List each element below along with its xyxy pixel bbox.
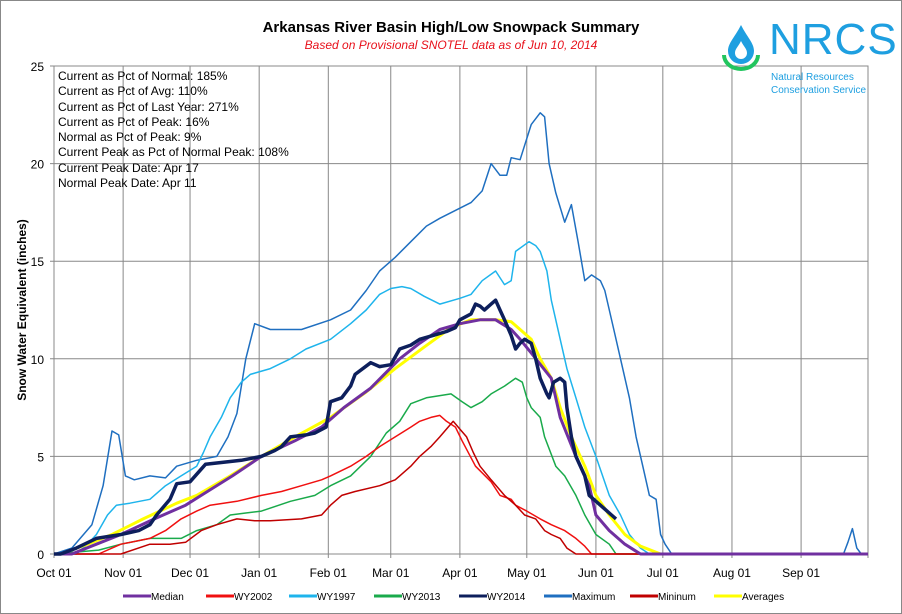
x-tick-label: Sep 01 [782, 566, 820, 580]
legend-label: WY2014 [487, 592, 526, 603]
series-line-wy1997 [54, 240, 868, 555]
stat-line: Current as Pct of Avg: 110% [58, 84, 208, 99]
series-line-mininum [54, 420, 868, 555]
logo-text: NRCS [769, 15, 898, 64]
x-tick-label: May 01 [507, 566, 547, 580]
x-tick-label: Aug 01 [713, 566, 751, 580]
stat-line: Normal Peak Date: Apr 11 [58, 176, 197, 191]
y-tick-label: 25 [31, 60, 45, 74]
y-axis-label: Snow Water Equivalent (inches) [15, 219, 29, 401]
water-drop-icon [722, 25, 760, 71]
y-tick-label: 0 [37, 548, 44, 562]
y-tick-label: 15 [31, 255, 45, 269]
chart-title: Arkansas River Basin High/Low Snowpack S… [262, 19, 640, 36]
chart-subtitle: Based on Provisional SNOTEL data as of J… [304, 38, 598, 52]
stat-line: Current Peak as Pct of Normal Peak: 108% [58, 145, 289, 160]
x-tick-label: Feb 01 [310, 566, 348, 580]
legend-label: WY2002 [234, 592, 273, 603]
series-line-median [54, 318, 868, 556]
stat-line: Current as Pct of Last Year: 271% [58, 99, 239, 114]
series-line-wy2002 [54, 414, 868, 555]
series-line-maximum [53, 112, 868, 555]
logo-subtitle: Natural Resources [771, 72, 854, 83]
legend-label: WY2013 [402, 592, 441, 603]
legend-label: Mininum [658, 592, 696, 603]
legend-label: Median [151, 592, 184, 603]
x-tick-label: Mar 01 [372, 566, 410, 580]
stats-box: Current as Pct of Normal: 185% Current a… [58, 69, 289, 191]
y-tick-label: 5 [37, 450, 44, 464]
series-line-wy2014 [54, 298, 618, 556]
y-tick-label: 20 [31, 158, 45, 172]
series-line-averages [54, 318, 868, 556]
stat-line: Current Peak Date: Apr 17 [58, 160, 199, 175]
series-line-wy2013 [53, 377, 868, 555]
stat-line: Current as Pct of Normal: 185% [58, 69, 228, 83]
x-tick-label: Nov 01 [104, 566, 142, 580]
logo-subtitle: Conservation Service [771, 85, 867, 96]
x-tick-label: Oct 01 [36, 566, 72, 580]
x-tick-label: Jun 01 [578, 566, 614, 580]
x-tick-label: Jan 01 [241, 566, 277, 580]
legend-label: Averages [742, 592, 784, 603]
legend-label: Maximum [572, 592, 615, 603]
x-tick-label: Apr 01 [442, 566, 478, 580]
x-tick-label: Dec 01 [171, 566, 209, 580]
legend-label: WY1997 [317, 592, 356, 603]
stat-line: Current as Pct of Peak: 16% [58, 114, 210, 129]
y-tick-label: 10 [31, 353, 45, 367]
x-tick-label: Jul 01 [647, 566, 679, 580]
stat-line: Normal as Pct of Peak: 9% [58, 130, 202, 145]
